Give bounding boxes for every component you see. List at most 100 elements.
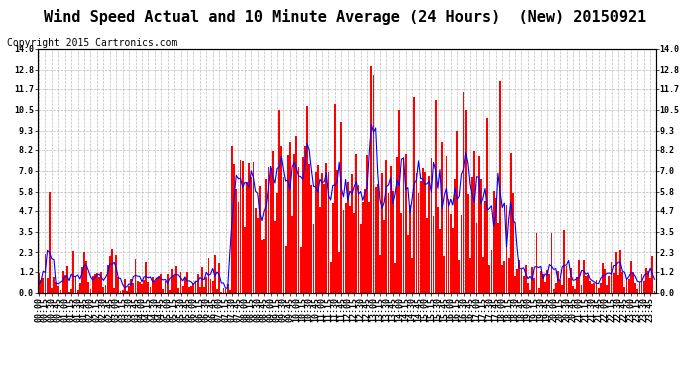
Bar	[283, 177, 284, 292]
Bar	[357, 185, 359, 292]
Bar	[193, 282, 195, 292]
Bar	[313, 225, 315, 292]
Bar	[264, 239, 265, 292]
Bar	[388, 194, 389, 292]
Bar	[518, 260, 520, 292]
Bar	[516, 269, 518, 292]
Bar	[566, 266, 567, 292]
Bar	[272, 151, 274, 292]
Bar	[59, 290, 61, 292]
Bar	[493, 190, 495, 292]
Bar	[115, 255, 117, 292]
Bar	[371, 66, 373, 292]
Bar	[268, 167, 269, 292]
Bar	[340, 122, 342, 292]
Bar	[467, 194, 469, 292]
Bar	[626, 279, 627, 292]
Bar	[150, 287, 151, 292]
Bar	[349, 206, 351, 292]
Bar	[366, 155, 368, 292]
Bar	[529, 291, 531, 292]
Bar	[315, 172, 317, 292]
Bar	[351, 174, 353, 292]
Bar	[542, 273, 544, 292]
Bar	[195, 282, 197, 292]
Bar	[64, 276, 66, 292]
Bar	[324, 184, 325, 292]
Bar	[81, 267, 83, 292]
Bar	[332, 203, 334, 292]
Bar	[241, 161, 244, 292]
Bar	[454, 178, 456, 292]
Bar	[381, 173, 383, 292]
Bar	[591, 284, 593, 292]
Bar	[248, 163, 250, 292]
Bar	[525, 265, 526, 292]
Bar	[559, 280, 561, 292]
Bar	[546, 270, 548, 292]
Bar	[439, 229, 441, 292]
Bar	[259, 186, 261, 292]
Bar	[514, 276, 516, 292]
Bar	[531, 267, 533, 292]
Bar	[533, 279, 535, 292]
Bar	[144, 280, 145, 292]
Bar	[353, 213, 355, 292]
Bar	[210, 279, 211, 292]
Bar	[535, 232, 538, 292]
Bar	[409, 205, 411, 292]
Bar	[411, 258, 413, 292]
Bar	[237, 202, 239, 292]
Bar	[61, 271, 63, 292]
Bar	[446, 156, 447, 292]
Bar	[171, 269, 173, 292]
Bar	[231, 146, 233, 292]
Bar	[607, 285, 608, 292]
Bar	[94, 274, 96, 292]
Bar	[512, 193, 514, 292]
Bar	[499, 81, 501, 292]
Bar	[359, 224, 362, 292]
Bar	[276, 193, 278, 292]
Bar	[188, 287, 190, 292]
Bar	[426, 218, 428, 292]
Bar	[368, 202, 370, 292]
Bar	[253, 162, 255, 292]
Bar	[589, 281, 591, 292]
Bar	[317, 165, 319, 292]
Bar	[444, 256, 445, 292]
Bar	[229, 290, 230, 292]
Bar	[617, 275, 619, 292]
Bar	[473, 151, 475, 292]
Bar	[146, 262, 147, 292]
Bar	[336, 170, 338, 292]
Bar	[386, 160, 387, 292]
Bar	[643, 281, 644, 292]
Bar	[553, 289, 555, 292]
Bar	[506, 205, 507, 292]
Bar	[321, 173, 323, 292]
Bar	[422, 168, 424, 292]
Bar	[602, 263, 604, 292]
Bar	[428, 176, 430, 292]
Bar	[572, 286, 574, 292]
Bar	[417, 193, 420, 292]
Bar	[475, 223, 477, 292]
Bar	[184, 278, 186, 292]
Bar	[420, 181, 422, 292]
Bar	[257, 218, 259, 292]
Bar	[338, 252, 340, 292]
Bar	[222, 288, 224, 292]
Bar	[540, 271, 542, 292]
Bar	[460, 215, 462, 292]
Bar	[225, 289, 226, 292]
Bar	[450, 214, 452, 292]
Bar	[632, 272, 634, 292]
Bar	[489, 265, 490, 292]
Bar	[152, 277, 154, 292]
Bar	[491, 250, 493, 292]
Bar	[51, 288, 53, 292]
Bar	[121, 290, 124, 292]
Bar	[306, 106, 308, 292]
Bar	[570, 268, 572, 292]
